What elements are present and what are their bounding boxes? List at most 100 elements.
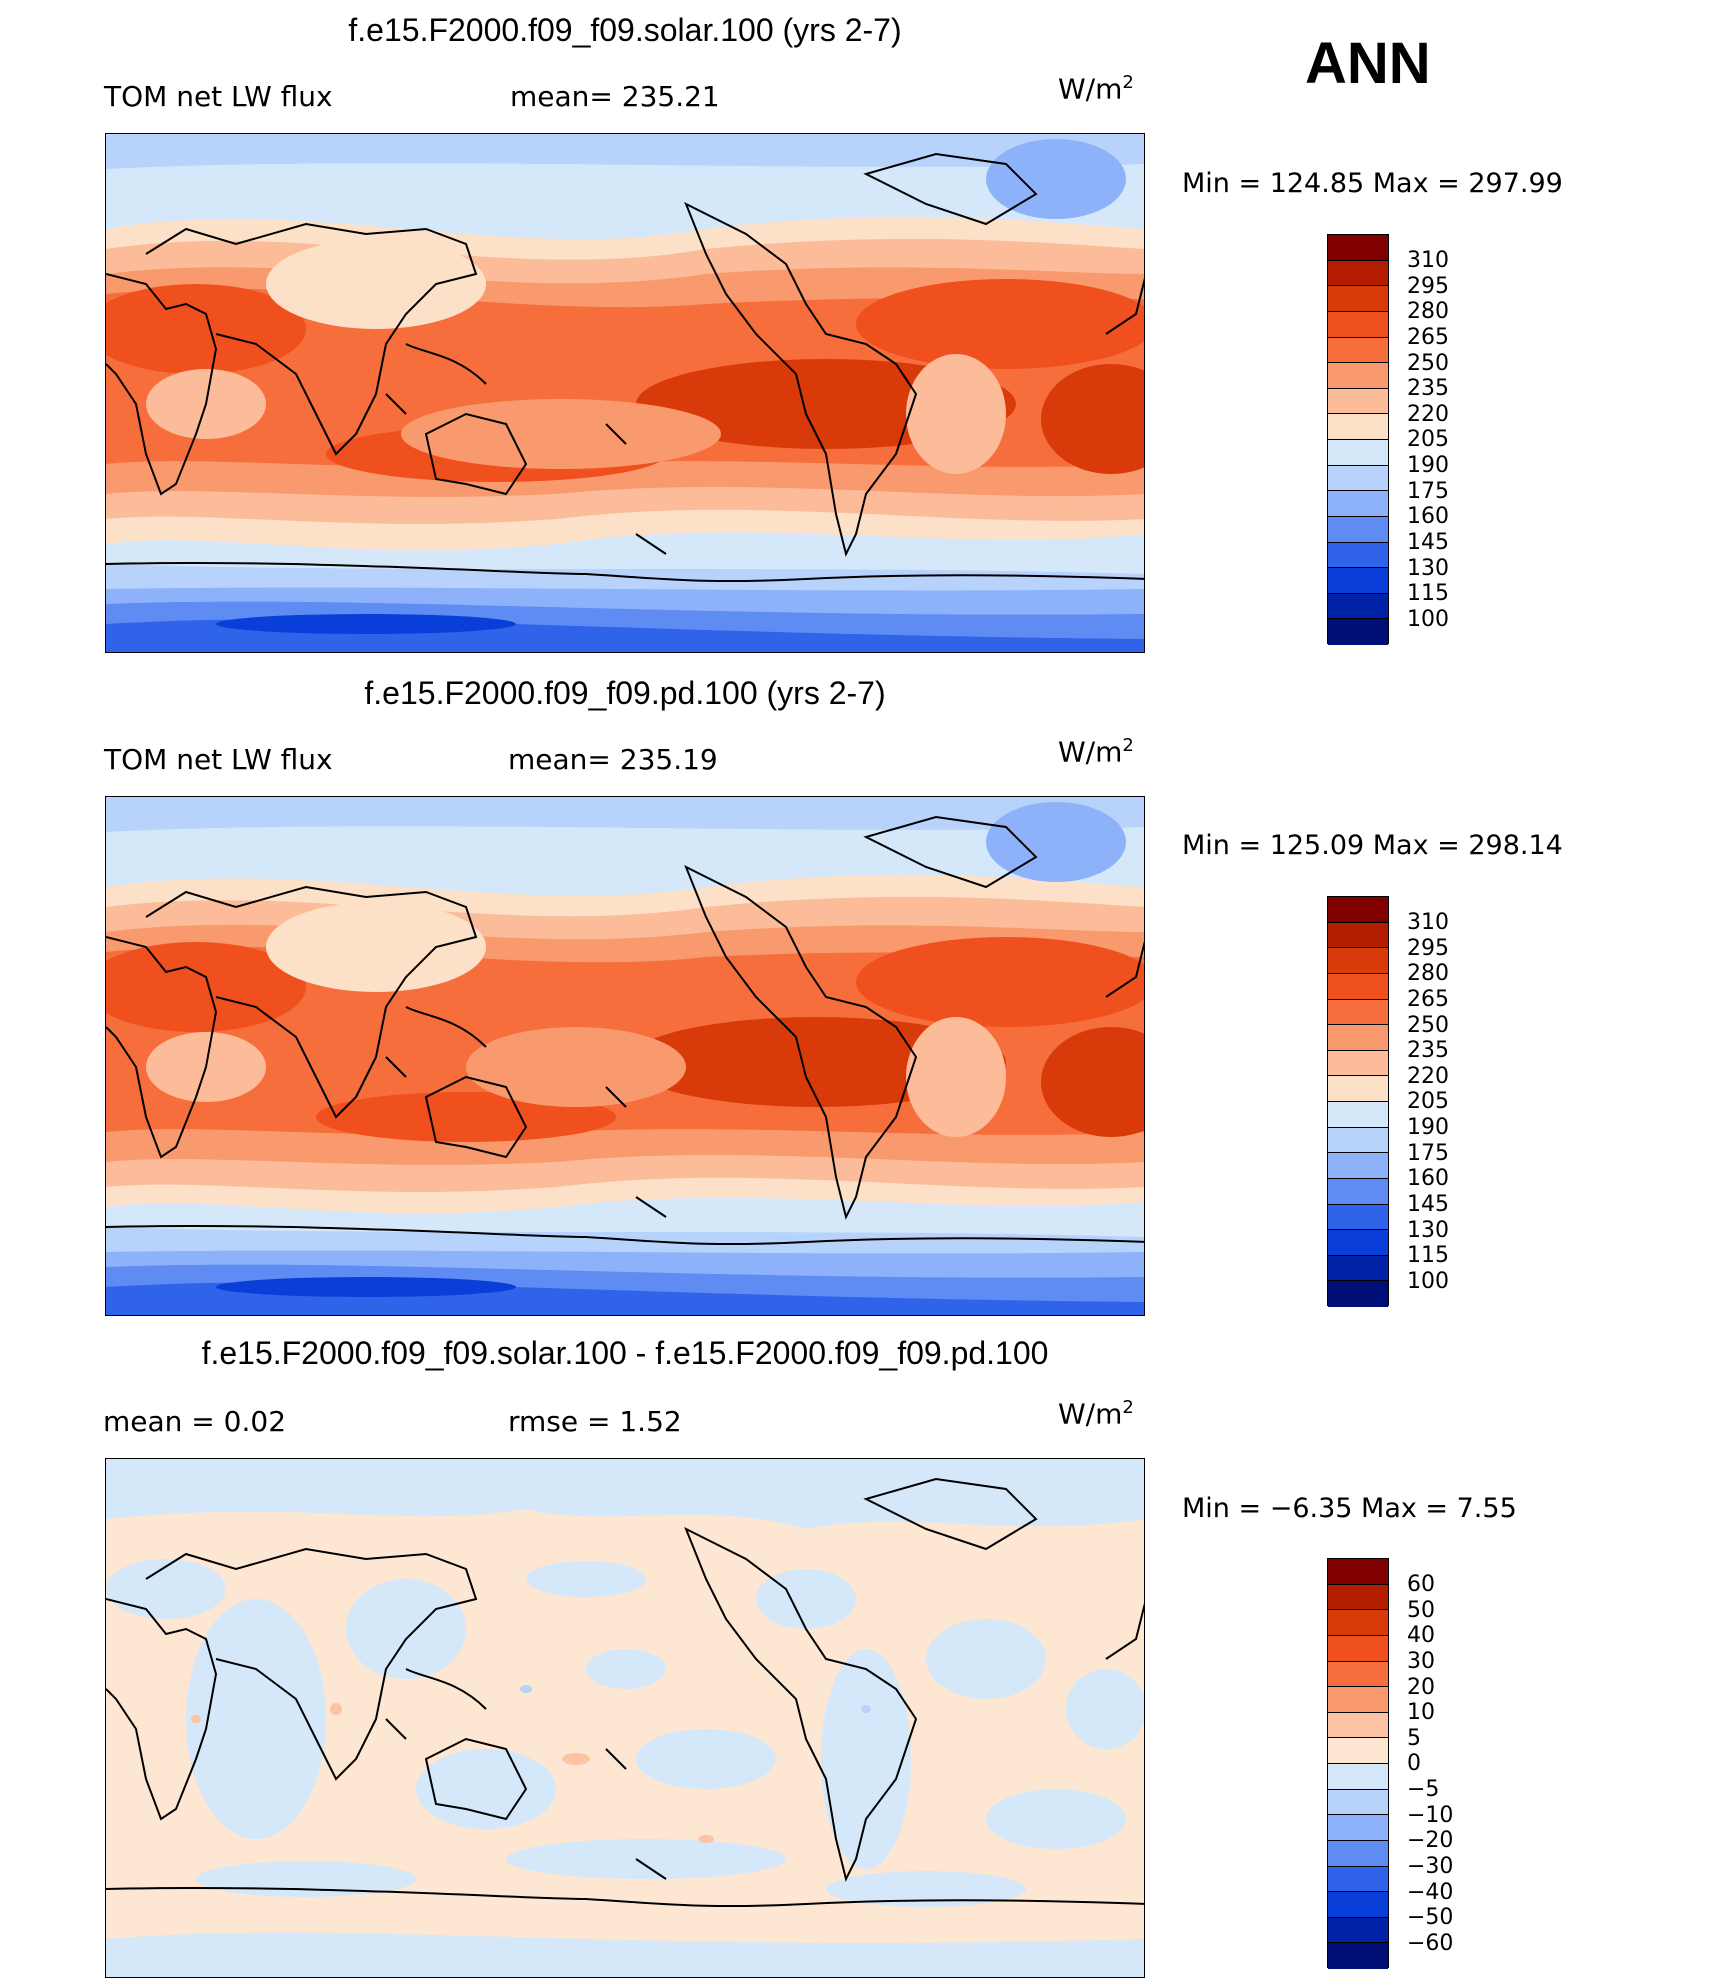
colorbar-swatch — [1328, 260, 1388, 287]
season-label: ANN — [1305, 31, 1431, 96]
colorbar-swatch — [1328, 973, 1388, 1000]
colorbar-tick-label: 60 — [1407, 1572, 1435, 1597]
colorbar-swatch — [1328, 1892, 1388, 1918]
panel1-minmax: Min = 124.85 Max = 297.99 — [1182, 168, 1563, 199]
colorbar-tick-label: 10 — [1407, 1700, 1435, 1726]
colorbar-swatch — [1328, 1917, 1388, 1944]
colorbar-tick-label: −5 — [1407, 1777, 1440, 1802]
colorbar-tick-label: 250 — [1407, 350, 1449, 376]
colorbar-swatch — [1328, 948, 1388, 974]
colorbar-swatch — [1328, 1281, 1388, 1307]
colorbar-swatch — [1328, 619, 1388, 645]
colorbar-swatch — [1328, 1712, 1388, 1739]
panel3-map — [105, 1458, 1145, 1978]
colorbar-tick-label: 30 — [1407, 1648, 1435, 1674]
panel3-colorbar — [1327, 1558, 1389, 1969]
colorbar-tick-label: 115 — [1407, 1243, 1449, 1269]
colorbar-swatch — [1328, 414, 1388, 440]
colorbar-tick-label: 235 — [1407, 1038, 1449, 1064]
panel2-mean-label: mean= 235.19 — [508, 743, 718, 776]
colorbar-swatch — [1328, 1840, 1388, 1867]
colorbar-swatch — [1328, 1584, 1388, 1611]
colorbar-tick-label: 5 — [1407, 1725, 1421, 1751]
panel3-rmse-label: rmse = 1.52 — [508, 1405, 682, 1438]
colorbar-swatch — [1328, 1687, 1388, 1713]
colorbar-tick-label: 205 — [1407, 427, 1449, 453]
colorbar-tick-label: 190 — [1407, 453, 1449, 478]
colorbar-swatch — [1328, 542, 1388, 569]
colorbar-swatch — [1328, 1025, 1388, 1051]
panel1-units: W/m2 — [1058, 72, 1134, 106]
colorbar-swatch — [1328, 235, 1388, 261]
colorbar-tick-label: 250 — [1407, 1012, 1449, 1038]
colorbar-tick-label: 235 — [1407, 376, 1449, 402]
colorbar-tick-label: −10 — [1407, 1802, 1454, 1828]
colorbar-swatch — [1328, 1789, 1388, 1816]
colorbar-swatch — [1328, 1230, 1388, 1256]
colorbar-tick-label: −50 — [1407, 1905, 1454, 1931]
panel1-colorbar — [1327, 234, 1389, 645]
panel3-mean-label: mean = 0.02 — [103, 1405, 287, 1438]
colorbar-tick-label: −40 — [1407, 1879, 1454, 1905]
colorbar-swatch — [1328, 1610, 1388, 1636]
colorbar-swatch — [1328, 1102, 1388, 1128]
colorbar-tick-label: 310 — [1407, 910, 1449, 935]
colorbar-tick-label: 265 — [1407, 324, 1449, 350]
colorbar-tick-label: 0 — [1407, 1751, 1421, 1777]
colorbar-swatch — [1328, 1076, 1388, 1102]
panel2-minmax: Min = 125.09 Max = 298.14 — [1182, 830, 1563, 861]
colorbar-swatch — [1328, 1738, 1388, 1764]
colorbar-tick-label: 220 — [1407, 1063, 1449, 1089]
colorbar-swatch — [1328, 1635, 1388, 1662]
colorbar-tick-label: 160 — [1407, 504, 1449, 530]
colorbar-swatch — [1328, 1661, 1388, 1688]
colorbar-tick-label: 115 — [1407, 581, 1449, 607]
panel1-mean-label: mean= 235.21 — [510, 80, 720, 113]
colorbar-tick-label: 100 — [1407, 606, 1449, 632]
colorbar-swatch — [1328, 1127, 1388, 1154]
panel2-title: f.e15.F2000.f09_f09.pd.100 (yrs 2-7) — [364, 675, 886, 711]
colorbar-swatch — [1328, 337, 1388, 364]
colorbar-swatch — [1328, 593, 1388, 620]
colorbar-swatch — [1328, 1866, 1388, 1893]
colorbar-tick-label: −60 — [1407, 1930, 1454, 1956]
colorbar-tick-label: 40 — [1407, 1623, 1435, 1649]
colorbar-tick-label: 100 — [1407, 1268, 1449, 1294]
colorbar-tick-label: 145 — [1407, 529, 1449, 555]
colorbar-tick-label: 295 — [1407, 935, 1449, 961]
colorbar-swatch — [1328, 491, 1388, 517]
colorbar-swatch — [1328, 286, 1388, 312]
colorbar-tick-label: 310 — [1407, 248, 1449, 273]
colorbar-swatch — [1328, 1153, 1388, 1179]
colorbar-swatch — [1328, 1178, 1388, 1205]
colorbar-swatch — [1328, 388, 1388, 415]
panel2-colorbar — [1327, 896, 1389, 1307]
panel1-title: f.e15.F2000.f09_f09.solar.100 (yrs 2-7) — [348, 12, 902, 48]
colorbar-swatch — [1328, 1764, 1388, 1790]
colorbar-tick-label: 295 — [1407, 273, 1449, 299]
colorbar-swatch — [1328, 311, 1388, 338]
colorbar-swatch — [1328, 922, 1388, 949]
colorbar-tick-label: 205 — [1407, 1089, 1449, 1115]
colorbar-swatch — [1328, 897, 1388, 923]
colorbar-swatch — [1328, 363, 1388, 389]
colorbar-tick-label: 20 — [1407, 1674, 1435, 1700]
colorbar-swatch — [1328, 1255, 1388, 1282]
colorbar-tick-label: 145 — [1407, 1191, 1449, 1217]
colorbar-tick-label: 130 — [1407, 1217, 1449, 1243]
colorbar-tick-label: 130 — [1407, 555, 1449, 581]
colorbar-tick-label: 265 — [1407, 986, 1449, 1012]
colorbar-tick-label: 160 — [1407, 1166, 1449, 1192]
colorbar-tick-label: 175 — [1407, 1140, 1449, 1166]
panel2-units: W/m2 — [1058, 735, 1134, 769]
colorbar-swatch — [1328, 1050, 1388, 1077]
colorbar-swatch — [1328, 999, 1388, 1026]
colorbar-tick-label: 280 — [1407, 961, 1449, 987]
colorbar-swatch — [1328, 1559, 1388, 1585]
colorbar-tick-label: 175 — [1407, 478, 1449, 504]
colorbar-tick-label: 190 — [1407, 1115, 1449, 1140]
colorbar-swatch — [1328, 1815, 1388, 1841]
colorbar-swatch — [1328, 1204, 1388, 1231]
colorbar-tick-label: −20 — [1407, 1828, 1454, 1854]
colorbar-tick-label: 50 — [1407, 1597, 1435, 1623]
